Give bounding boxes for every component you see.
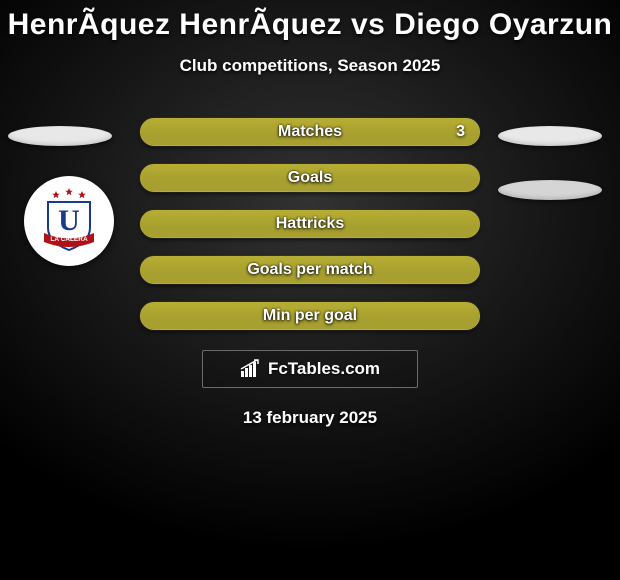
stat-bar-label: Goals per match bbox=[247, 261, 372, 279]
stat-bar-label: Min per goal bbox=[263, 307, 357, 325]
stat-bar-label: Matches bbox=[278, 123, 342, 141]
stat-bar: Matches 3 bbox=[140, 118, 480, 146]
stat-bar-label: Hattricks bbox=[276, 215, 344, 233]
watermark: FcTables.com bbox=[202, 350, 418, 388]
stat-bar: Min per goal bbox=[140, 302, 480, 330]
stat-bar-label: Goals bbox=[288, 169, 332, 187]
page-subtitle: Club competitions, Season 2025 bbox=[180, 56, 441, 76]
stats-area: Matches 3 Goals Hattricks Goals per match Min… bbox=[0, 118, 620, 330]
chart-icon bbox=[240, 359, 262, 379]
stat-bar-value: 3 bbox=[456, 123, 465, 141]
stat-bar: Goals per match bbox=[140, 256, 480, 284]
stat-bar: Hattricks bbox=[140, 210, 480, 238]
stat-bar: Goals bbox=[140, 164, 480, 192]
page-title: HenrÃ­quez HenrÃ­quez vs Diego Oyarzun bbox=[8, 8, 613, 42]
content-root: HenrÃ­quez HenrÃ­quez vs Diego Oyarzun C… bbox=[0, 0, 620, 580]
stat-bars: Matches 3 Goals Hattricks Goals per match Min… bbox=[140, 118, 480, 330]
footer-date: 13 february 2025 bbox=[243, 408, 377, 428]
watermark-text: FcTables.com bbox=[268, 359, 380, 379]
